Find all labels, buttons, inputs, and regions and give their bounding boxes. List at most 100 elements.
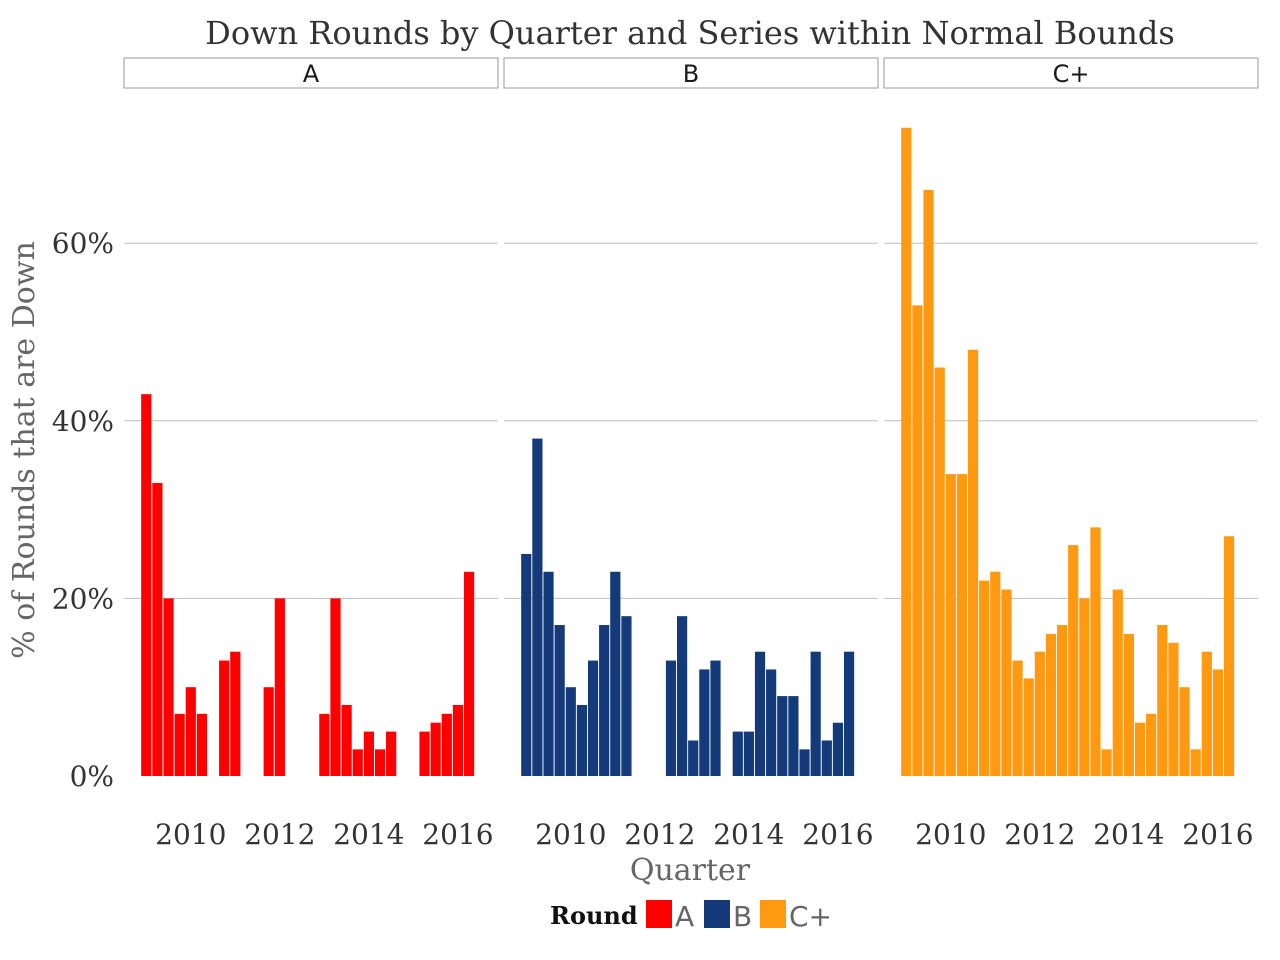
bar [912,305,923,776]
bar [1179,687,1190,776]
bar [688,740,699,776]
bar [274,598,285,776]
bar [230,651,241,776]
bar [587,660,599,776]
chart-title: Down Rounds by Quarter and Series within… [205,14,1175,52]
bar [152,482,163,776]
x-tick-label: 2014 [713,818,784,851]
x-tick-label: 2012 [244,818,315,851]
bar [901,127,912,776]
bar [263,687,274,776]
bar [777,696,788,776]
facet-panel-cplus: C+ [883,57,1259,777]
facet-panel-a: A [123,57,499,776]
y-axis: 0% 20% 40% 60% [52,227,114,793]
bar [923,189,934,777]
bar [386,731,397,776]
facet-strip [123,57,499,89]
x-tick-label: 2010 [535,818,606,851]
bar [743,731,754,776]
bar [532,438,543,776]
bar [196,713,208,776]
bar [352,749,363,776]
y-axis-title: % of Rounds that are Down [7,241,42,659]
legend-key [760,900,786,928]
bar [141,394,152,776]
bar [1001,589,1012,776]
x-tick-label: 2016 [422,818,493,851]
bar [374,749,386,776]
bar [766,669,777,776]
bar [319,713,330,776]
x-tick-label: 2014 [1093,818,1164,851]
bar [1112,589,1123,776]
bar [956,474,968,776]
bar [441,713,452,776]
bar [430,722,441,776]
x-tick-label: 2016 [802,818,873,851]
x-tick-label: 2016 [1182,818,1253,851]
x-tick-label: 2012 [624,818,695,851]
facet-strip-label: C+ [1053,60,1090,88]
x-axis-title: Quarter [630,853,751,888]
x-tick-label: 2012 [1004,818,1075,851]
bar [1146,713,1157,776]
facet-strip [503,57,879,89]
bar [699,669,710,776]
bar [185,687,196,776]
bar [554,625,565,776]
bar [1090,527,1101,776]
bar [1101,749,1112,776]
bar [1223,536,1235,776]
bar [979,580,990,776]
bar [163,598,174,776]
bar [676,616,688,776]
bar [1212,669,1224,776]
y-tick-label: 40% [52,405,114,438]
bar [1023,678,1034,776]
bar [832,722,844,776]
bar [1157,625,1168,776]
bar [599,625,610,776]
bar [1201,651,1212,776]
bar [1056,625,1068,776]
bar [174,713,185,776]
facet-panel-b: B [503,57,879,776]
x-tick-label: 2014 [333,818,404,851]
x-tick-label: 2010 [915,818,986,851]
bar [754,651,766,776]
legend-label: B [733,900,752,933]
bar [1045,633,1057,776]
legend-label: C+ [789,900,832,933]
y-tick-label: 0% [70,760,114,793]
x-tick-label: 2010 [155,818,226,851]
bar [1034,651,1045,776]
bar [799,749,810,776]
bar [1190,749,1201,776]
legend: Round A B C+ [550,900,832,933]
bar [1134,722,1146,776]
bar [330,598,341,776]
bar [543,571,554,776]
bar [732,731,743,776]
legend-key [646,900,672,928]
y-tick-label: 20% [52,582,114,615]
bar [821,740,832,776]
legend-title: Round [550,901,638,930]
bar [452,704,464,776]
facet-strip-label: A [303,60,320,88]
facet-panels: A B C+ [123,57,1259,777]
bar [788,696,799,776]
bar [565,687,576,776]
legend-label: A [675,900,694,933]
bar [363,731,374,776]
bar [610,571,621,776]
bar [1123,633,1134,776]
bar [810,651,821,776]
bar [341,704,352,776]
bar [990,571,1001,776]
bar [934,367,945,776]
bar [1079,598,1090,776]
y-tick-label: 60% [52,227,114,260]
